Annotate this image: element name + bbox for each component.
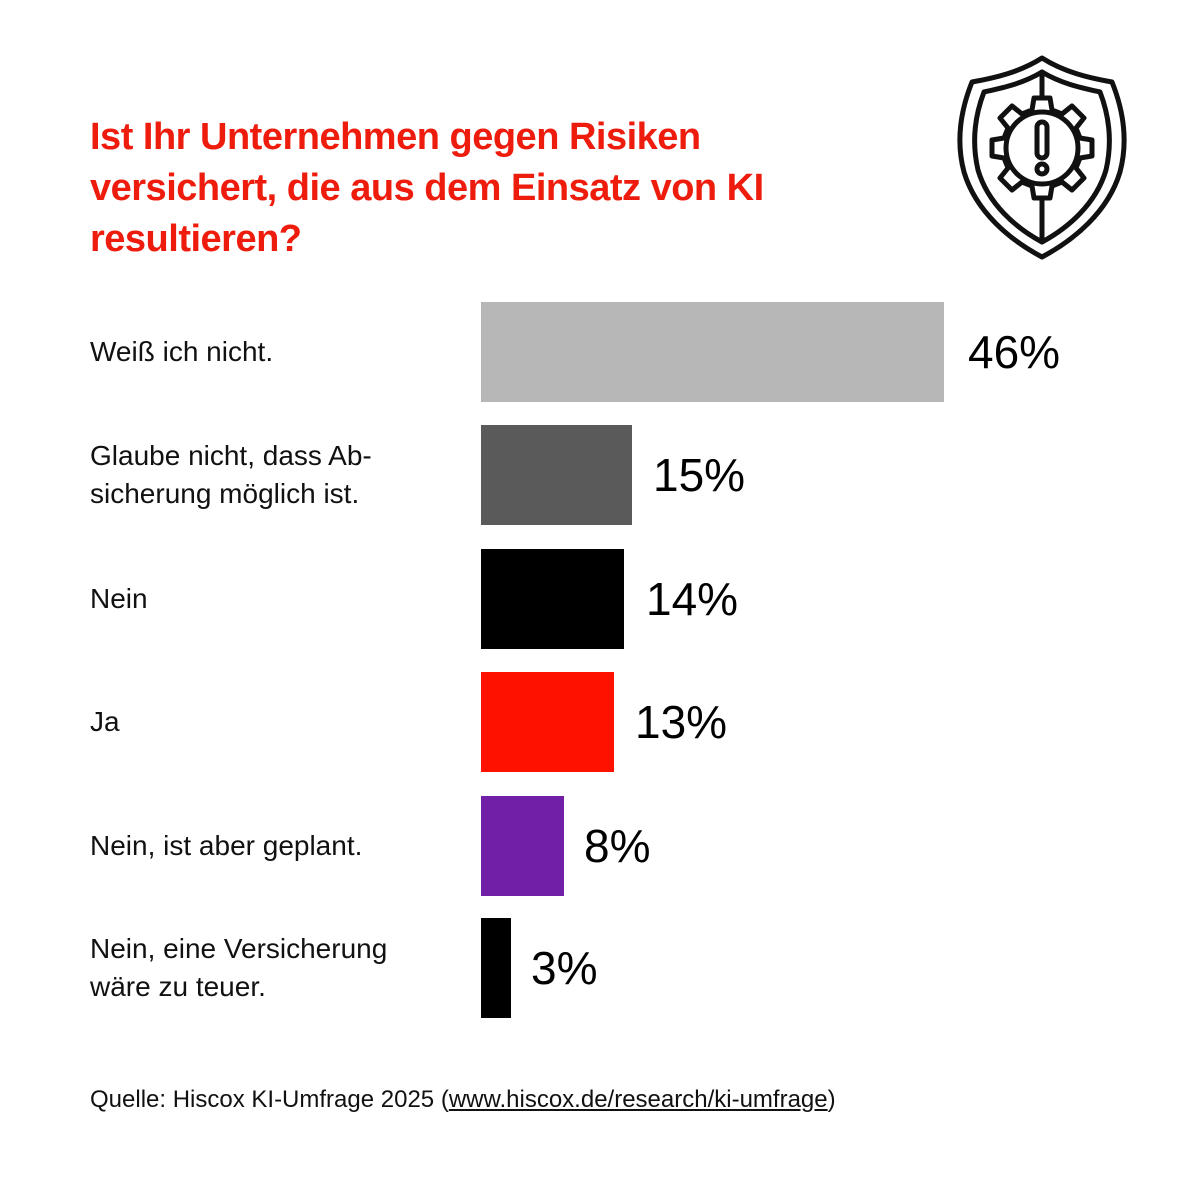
category-label: Weiß ich nicht.	[90, 336, 274, 367]
bar-weiss-ich-nicht	[481, 302, 944, 402]
chart-row: Ja 13%	[0, 672, 1200, 772]
category-label: Ja	[90, 706, 120, 737]
category-label: Nein	[90, 583, 148, 614]
value-label: 13%	[635, 696, 728, 748]
value-label: 14%	[646, 573, 739, 625]
value-label: 8%	[584, 820, 651, 872]
chart-row: Nein, eine Versicherung wäre zu teuer. 3…	[0, 918, 1200, 1018]
chart-row: Weiß ich nicht. 46%	[0, 302, 1200, 402]
source-text: Quelle: Hiscox KI-Umfrage 2025 (	[90, 1086, 449, 1113]
chart-row: Nein 14%	[0, 549, 1200, 649]
value-label: 15%	[653, 449, 746, 501]
bar-nein-geplant	[481, 796, 564, 896]
category-label: Nein, ist aber geplant.	[90, 830, 363, 861]
bar-nein	[481, 549, 624, 649]
chart-title: Ist Ihr Unternehmen gegen Risiken versic…	[90, 116, 764, 260]
bar-absicherung-nicht-moeglich	[481, 425, 632, 525]
shield-gear-warning-icon	[950, 52, 1140, 262]
category-label: Nein, eine Versicherung wäre zu teuer.	[90, 933, 388, 1002]
source-link[interactable]: www.hiscox.de/research/ki-umfrage	[448, 1086, 828, 1113]
source-note: Quelle: Hiscox KI-Umfrage 2025 (www.hisc…	[90, 1086, 836, 1114]
value-label: 46%	[968, 326, 1061, 378]
source-suffix: )	[827, 1086, 836, 1113]
category-label: Glaube nicht, dass Ab- sicherung möglich…	[90, 440, 372, 509]
value-label: 3%	[531, 942, 598, 994]
bar-ja	[481, 672, 614, 772]
chart-row: Nein, ist aber geplant. 8%	[0, 796, 1200, 896]
bar-zu-teuer	[481, 918, 511, 1018]
chart-row: Glaube nicht, dass Ab- sicherung möglich…	[0, 425, 1200, 525]
